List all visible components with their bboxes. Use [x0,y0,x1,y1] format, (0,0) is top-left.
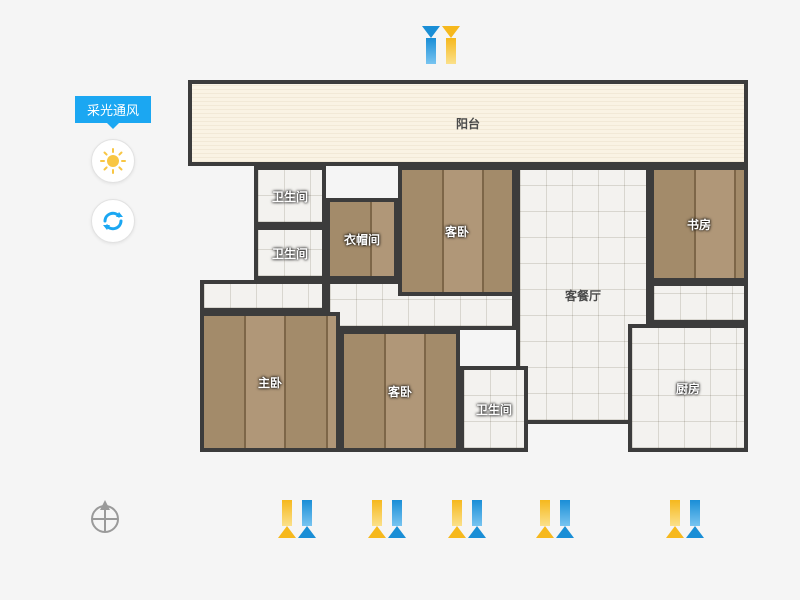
room-closet: 衣帽间 [326,198,398,280]
room-label-kitchen: 厨房 [676,380,700,397]
arrow-yellow-up-8 [538,500,552,538]
room-label-balcony: 阳台 [456,115,480,132]
lighting-ventilation-tag: 采光通风 [75,96,151,123]
arrow-blue-down-0 [424,26,438,64]
room-notch [650,282,748,324]
room-bath1: 卫生间 [254,166,326,226]
room-label-study: 书房 [687,216,711,233]
room-guest1: 客卧 [398,166,516,296]
sun-icon [100,148,126,174]
control-sidebar: 采光通风 [75,96,151,243]
room-label-guest1: 客卧 [445,223,469,240]
room-label-bath2: 卫生间 [272,245,308,262]
arrow-blue-up-5 [390,500,404,538]
tag-label: 采光通风 [87,103,139,118]
arrow-yellow-up-6 [450,500,464,538]
room-balcony: 阳台 [188,80,748,166]
arrow-blue-up-9 [558,500,572,538]
floor-plan: 阳台客餐厅卫生间卫生间衣帽间客卧书房主卧客卧卫生间厨房 [188,80,748,485]
arrow-blue-up-3 [300,500,314,538]
room-label-master: 主卧 [258,374,282,391]
room-label-living: 客餐厅 [565,287,601,304]
room-label-bath1: 卫生间 [272,188,308,205]
room-kitchen: 厨房 [628,324,748,452]
room-bath3: 卫生间 [460,366,528,452]
arrow-yellow-up-4 [370,500,384,538]
room-guest2: 客卧 [340,330,460,452]
compass-icon [86,498,124,541]
room-label-guest2: 客卧 [388,383,412,400]
room-master: 主卧 [200,312,340,452]
arrow-yellow-up-10 [668,500,682,538]
sun-button[interactable] [91,139,135,183]
arrow-yellow-down-1 [444,26,458,64]
room-label-bath3: 卫生间 [476,401,512,418]
room-bath2: 卫生间 [254,226,326,280]
room-hall2 [200,280,326,312]
arrow-blue-up-11 [688,500,702,538]
arrow-blue-up-7 [470,500,484,538]
room-study: 书房 [650,166,748,282]
room-label-closet: 衣帽间 [344,231,380,248]
cycle-icon [100,208,126,234]
cycle-button[interactable] [91,199,135,243]
arrow-yellow-up-2 [280,500,294,538]
